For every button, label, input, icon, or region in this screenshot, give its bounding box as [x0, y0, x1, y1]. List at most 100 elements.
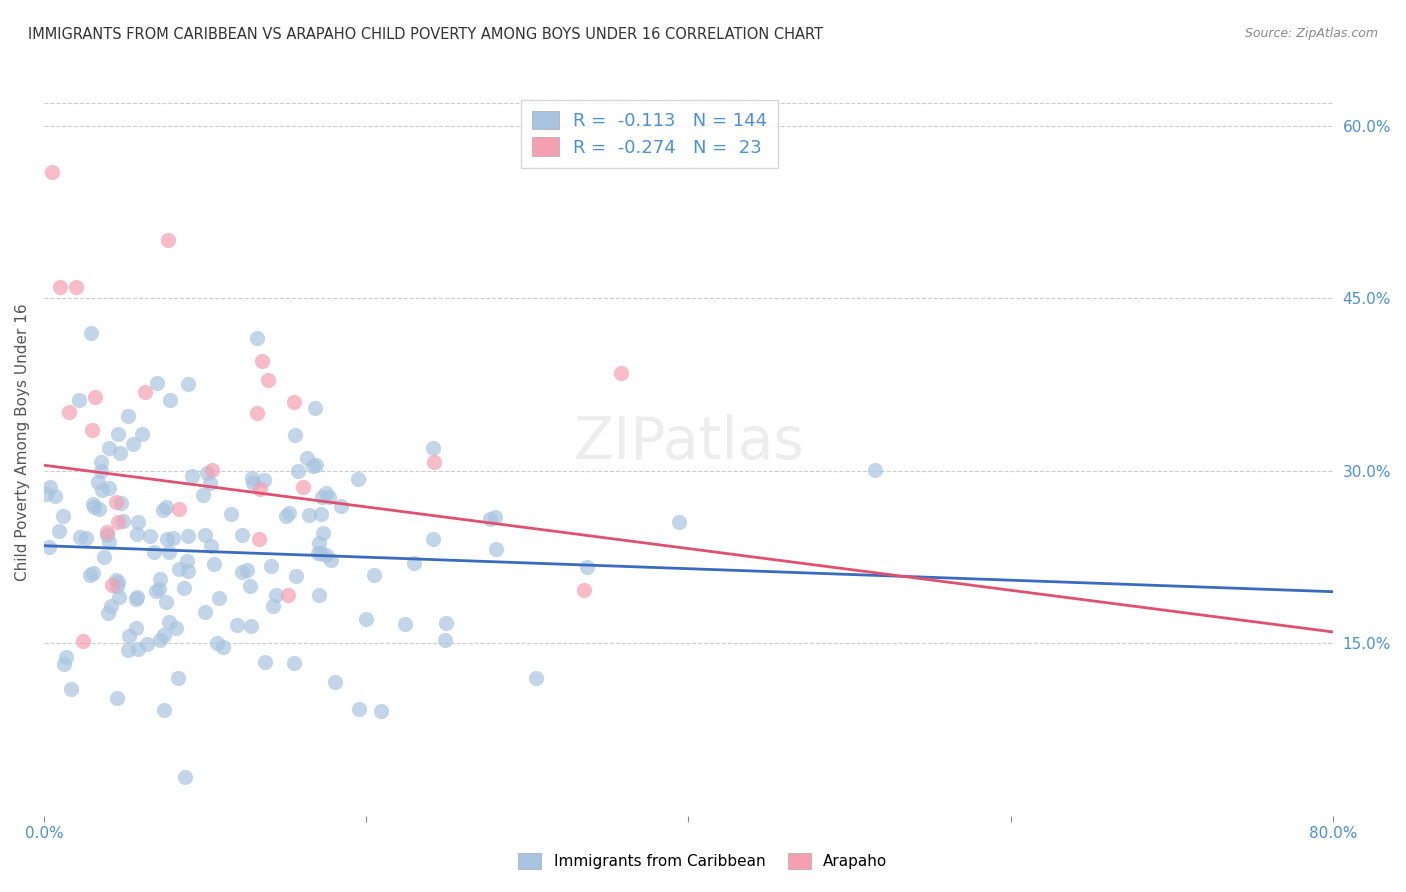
Point	[76, 532, 98, 546]
Point	[262, 599, 284, 614]
Point	[69, 530, 91, 544]
Point	[253, 473, 276, 487]
Point	[434, 616, 457, 631]
Point	[153, 703, 176, 717]
Point	[312, 526, 335, 541]
Point	[125, 621, 148, 635]
Point	[105, 690, 128, 705]
Point	[101, 577, 124, 591]
Point	[82, 497, 104, 511]
Point	[149, 633, 172, 648]
Point	[434, 633, 457, 648]
Point	[125, 590, 148, 604]
Point	[97, 535, 120, 549]
Point	[84, 391, 107, 405]
Point	[97, 607, 120, 621]
Point	[277, 506, 299, 520]
Point	[58, 405, 80, 419]
Point	[276, 508, 298, 523]
Point	[105, 495, 128, 509]
Point	[422, 532, 444, 546]
Text: IMMIGRANTS FROM CARIBBEAN VS ARAPAHO CHILD POVERTY AMONG BOYS UNDER 16 CORRELATI: IMMIGRANTS FROM CARIBBEAN VS ARAPAHO CHI…	[28, 27, 823, 42]
Point	[240, 471, 263, 485]
Point	[242, 475, 264, 490]
Point	[285, 568, 308, 582]
Point	[35, 486, 58, 500]
Point	[110, 496, 132, 510]
Point	[90, 483, 112, 497]
Point	[146, 376, 169, 391]
Point	[145, 584, 167, 599]
Point	[422, 455, 444, 469]
Point	[524, 672, 547, 686]
Point	[177, 564, 200, 578]
Point	[254, 655, 277, 669]
Point	[323, 675, 346, 690]
Point	[52, 508, 75, 523]
Point	[202, 558, 225, 572]
Point	[402, 556, 425, 570]
Point	[67, 393, 90, 408]
Point	[152, 502, 174, 516]
Point	[198, 476, 221, 491]
Point	[277, 588, 299, 602]
Point	[484, 509, 506, 524]
Point	[111, 514, 134, 528]
Point	[134, 384, 156, 399]
Point	[283, 657, 305, 671]
Point	[363, 568, 385, 582]
Point	[308, 588, 330, 602]
Point	[155, 594, 177, 608]
Point	[96, 528, 118, 542]
Point	[315, 549, 337, 563]
Point	[108, 590, 131, 604]
Point	[284, 428, 307, 442]
Point	[127, 641, 149, 656]
Point	[356, 612, 378, 626]
Point	[44, 489, 66, 503]
Point	[231, 528, 253, 542]
Point	[295, 451, 318, 466]
Point	[311, 507, 333, 521]
Point	[82, 423, 104, 437]
Point	[52, 657, 75, 671]
Point	[139, 529, 162, 543]
Point	[100, 599, 122, 613]
Point	[65, 280, 87, 294]
Point	[347, 472, 370, 486]
Point	[79, 567, 101, 582]
Point	[195, 466, 218, 480]
Point	[610, 366, 633, 380]
Point	[136, 637, 159, 651]
Point	[98, 441, 121, 455]
Point	[177, 529, 200, 543]
Point	[72, 634, 94, 648]
Point	[90, 455, 112, 469]
Point	[177, 376, 200, 391]
Point	[309, 546, 332, 560]
Point	[153, 628, 176, 642]
Point	[311, 490, 333, 504]
Point	[41, 165, 63, 179]
Point	[394, 617, 416, 632]
Text: Source: ZipAtlas.com: Source: ZipAtlas.com	[1244, 27, 1378, 40]
Point	[194, 605, 217, 619]
Point	[287, 464, 309, 478]
Point	[108, 446, 131, 460]
Point	[668, 516, 690, 530]
Point	[159, 615, 181, 630]
Point	[80, 326, 103, 340]
Point	[180, 469, 202, 483]
Point	[308, 536, 330, 550]
Point	[304, 401, 326, 415]
Point	[118, 629, 141, 643]
Point	[219, 508, 242, 522]
Point	[55, 650, 77, 665]
Point	[301, 459, 323, 474]
Point	[155, 500, 177, 515]
Y-axis label: Child Poverty Among Boys Under 16: Child Poverty Among Boys Under 16	[15, 303, 30, 581]
Point	[104, 573, 127, 587]
Point	[250, 354, 273, 368]
Point	[205, 636, 228, 650]
Point	[125, 591, 148, 606]
